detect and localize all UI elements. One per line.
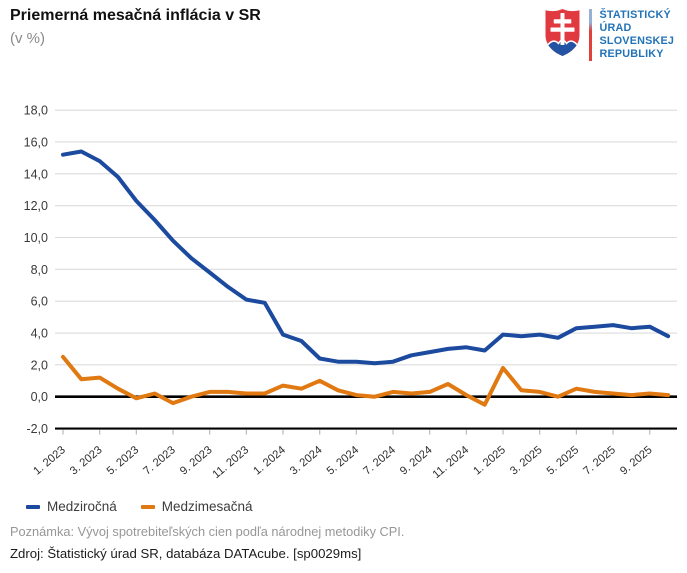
x-axis-ticks	[62, 429, 651, 435]
svg-text:1. 2025: 1. 2025	[471, 444, 508, 477]
legend-item-yoy: Medziročná	[26, 499, 117, 514]
page-title: Priemerná mesačná inflácia v SR	[10, 7, 261, 24]
legend-label-mom: Medzimesačná	[161, 499, 253, 514]
svg-text:18,0: 18,0	[24, 104, 48, 118]
logo-line-2: ÚRAD	[599, 22, 632, 34]
svg-text:9. 2024: 9. 2024	[398, 444, 435, 477]
statistical-office-logo: ŠTATISTICKÝ ÚRAD SLOVENSKEJ REPUBLIKY	[544, 8, 674, 61]
svg-text:11. 2024: 11. 2024	[431, 444, 472, 481]
svg-text:2,0: 2,0	[31, 358, 48, 372]
svg-text:-2,0: -2,0	[26, 422, 48, 436]
logo-line-3: SLOVENSKEJ	[599, 35, 675, 47]
svg-text:14,0: 14,0	[24, 167, 48, 181]
chart-source: Zdroj: Štatistický úrad SR, databáza DAT…	[10, 546, 362, 561]
chart-note: Poznámka: Vývoj spotrebiteľských cien po…	[10, 524, 405, 539]
gridlines	[55, 109, 677, 430]
y-axis-labels: 18,0 16,0 14,0 12,0 10,0 8,0 6,0 4,0 2,0 0,0 -2,0	[24, 104, 48, 436]
slovak-coat-of-arms-icon	[545, 9, 580, 56]
yoy-line	[61, 149, 671, 366]
svg-text:0,0: 0,0	[31, 390, 48, 404]
logo-org-name: ŠTATISTICKÝ ÚRAD SLOVENSKEJ REPUBLIKY	[600, 9, 675, 61]
svg-text:6,0: 6,0	[31, 295, 48, 309]
svg-text:11. 2023: 11. 2023	[211, 444, 252, 481]
svg-text:7. 2023: 7. 2023	[141, 444, 178, 477]
svg-text:3. 2025: 3. 2025	[508, 444, 545, 477]
svg-text:7. 2024: 7. 2024	[361, 444, 398, 477]
mom-line	[61, 354, 671, 407]
svg-text:3. 2024: 3. 2024	[288, 444, 325, 477]
svg-text:5. 2024: 5. 2024	[325, 444, 362, 477]
svg-text:3. 2023: 3. 2023	[68, 444, 105, 477]
logo-line-4: REPUBLIKY	[599, 48, 664, 60]
svg-text:9. 2025: 9. 2025	[618, 444, 655, 477]
logo-line-1: ŠTATISTICKÝ	[599, 9, 671, 21]
mom-line-swatch-icon	[140, 504, 155, 509]
chart-legend: Medziročná Medzimesačná	[26, 499, 253, 514]
svg-text:8,0: 8,0	[31, 263, 48, 277]
page-subtitle: (v %)	[10, 30, 45, 47]
logo-divider	[589, 9, 592, 61]
yoy-line-swatch-icon	[26, 504, 40, 509]
svg-text:4,0: 4,0	[31, 327, 48, 341]
svg-text:1. 2024: 1. 2024	[251, 444, 288, 477]
svg-text:5. 2023: 5. 2023	[105, 444, 142, 477]
legend-label-yoy: Medziročná	[47, 499, 117, 514]
svg-text:16,0: 16,0	[24, 135, 48, 149]
svg-text:1. 2023: 1. 2023	[31, 444, 68, 477]
svg-text:5. 2025: 5. 2025	[545, 444, 582, 477]
svg-text:12,0: 12,0	[24, 199, 48, 213]
svg-text:10,0: 10,0	[24, 231, 48, 245]
legend-item-mom: Medzimesačná	[140, 499, 253, 514]
svg-text:9. 2023: 9. 2023	[178, 444, 215, 477]
svg-text:7. 2025: 7. 2025	[581, 444, 618, 477]
